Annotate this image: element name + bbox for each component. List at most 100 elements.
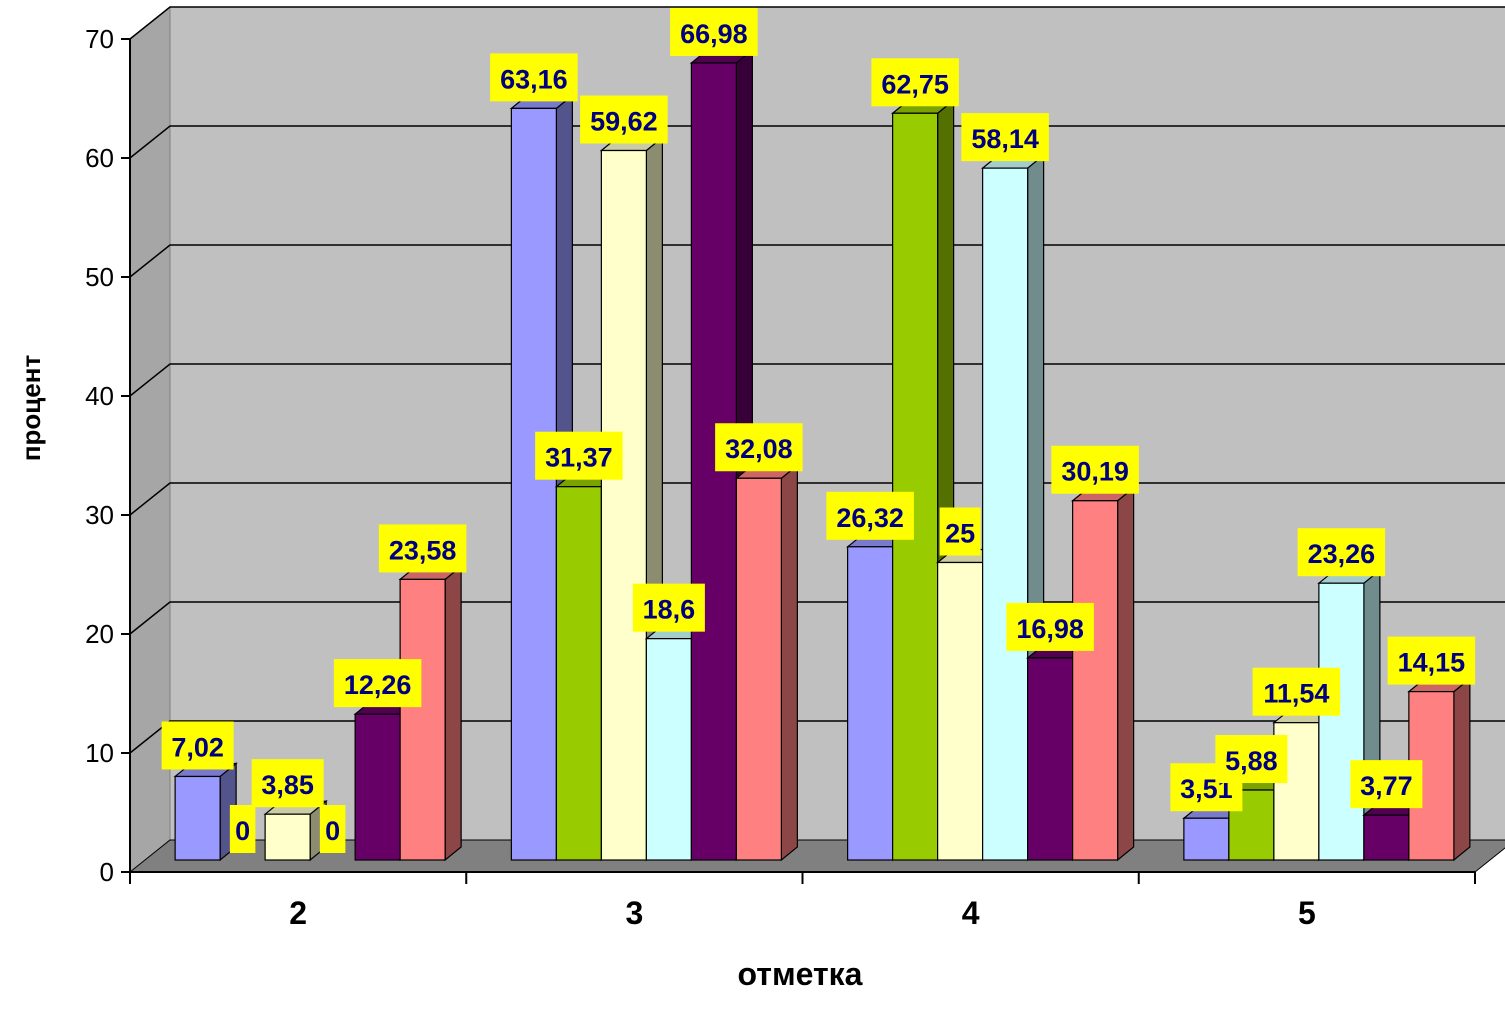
data-label: 23,26	[1297, 528, 1386, 577]
data-label: 16,98	[1006, 602, 1094, 651]
axes	[121, 38, 1476, 884]
data-label-text: 63,16	[500, 64, 568, 94]
data-label: 7,02	[161, 721, 234, 770]
x-axis-title: отметка	[738, 956, 863, 992]
bar-front	[600, 149, 647, 861]
bar-front	[645, 638, 692, 861]
data-label-box	[251, 759, 324, 808]
bar-side	[444, 565, 462, 862]
data-label-box	[1252, 667, 1341, 716]
data-label-box	[535, 431, 623, 480]
bar	[398, 565, 463, 862]
gridline	[129, 125, 1505, 159]
data-label: 3,85	[251, 759, 324, 808]
data-label-box	[632, 583, 705, 632]
data-label-box	[1215, 735, 1288, 784]
data-label-box	[1297, 528, 1386, 577]
data-label: 62,75	[871, 58, 959, 107]
data-label-box	[1350, 760, 1423, 809]
bar-front	[937, 561, 984, 861]
y-tick-label: 60	[85, 143, 114, 173]
y-tick-labels: 0 10 20 30 40 50 60 70	[85, 24, 114, 887]
data-label-text: 66,98	[680, 19, 748, 49]
data-label-text: 11,54	[1263, 679, 1329, 709]
data-label-text: 30,19	[1061, 457, 1129, 487]
data-label-box	[961, 113, 1049, 162]
y-tick-label: 40	[85, 381, 114, 411]
data-label-text: 62,75	[881, 69, 949, 99]
data-label: 30,19	[1051, 445, 1139, 494]
gridline	[129, 601, 1505, 635]
data-label-text: 31,37	[545, 443, 613, 473]
data-label-text: 3,77	[1360, 771, 1413, 801]
data-label: 18,6	[632, 583, 705, 632]
data-label-box	[670, 7, 758, 56]
data-label-box	[1387, 636, 1476, 685]
data-label: 0	[319, 805, 346, 853]
data-label: 11,54	[1252, 667, 1341, 716]
bar	[734, 463, 800, 862]
data-label: 31,37	[535, 431, 623, 480]
data-label-box	[1051, 445, 1139, 494]
data-label-text: 58,14	[971, 124, 1039, 154]
data-label-box	[319, 805, 346, 853]
bar-front	[847, 546, 894, 861]
data-label-text: 3,85	[261, 770, 314, 800]
data-label: 3,77	[1350, 760, 1423, 809]
data-label-text: 23,26	[1308, 539, 1376, 569]
bar-front	[735, 477, 782, 861]
bar-front	[399, 578, 446, 861]
data-label: 25	[939, 507, 981, 556]
data-label: 63,16	[490, 53, 578, 102]
data-label: 0	[229, 805, 256, 853]
data-label: 12,26	[333, 659, 422, 708]
bar-front	[174, 775, 221, 861]
bar-front	[1318, 582, 1365, 861]
bar	[173, 762, 238, 862]
bar-front	[510, 107, 557, 861]
data-label-text: 0	[235, 816, 250, 846]
gridline	[129, 244, 1505, 278]
data-label-text: 32,08	[725, 434, 793, 464]
data-label-text: 12,26	[344, 670, 412, 700]
x-category-label: 2	[289, 895, 307, 931]
data-label-text: 23,58	[389, 535, 457, 565]
chart-walls	[128, 5, 1505, 874]
data-label-text: 7,02	[171, 732, 224, 762]
bar-front	[892, 112, 939, 861]
bar-front	[264, 813, 311, 861]
x-category-label: 4	[962, 895, 980, 931]
bar-side	[1453, 677, 1471, 862]
y-axis-title: процент	[16, 355, 46, 462]
data-label-text: 25	[945, 519, 975, 549]
data-label: 66,98	[670, 7, 758, 56]
bar-side	[1117, 486, 1135, 862]
data-label: 5,88	[1215, 735, 1288, 784]
data-label-text: 0	[325, 816, 340, 846]
data-label-box	[490, 53, 578, 102]
data-label-box	[229, 805, 256, 853]
data-label-box	[378, 524, 467, 573]
bar-side	[780, 463, 798, 862]
data-labels: 7,02 0 3,85 0 12,26 23,58 63,16 31,37 59,62 18,6 6…	[161, 7, 1476, 853]
data-label-text: 59,62	[590, 107, 658, 137]
y-tick-label: 10	[85, 738, 114, 768]
bar	[1070, 486, 1136, 862]
y-tick-label: 0	[100, 857, 114, 887]
data-label-text: 18,6	[643, 595, 696, 625]
data-label: 23,58	[378, 524, 467, 573]
data-label: 26,32	[826, 491, 914, 540]
bar-front	[1363, 814, 1410, 861]
bar-front	[1183, 817, 1230, 861]
data-label-box	[871, 58, 959, 107]
bar-front	[555, 486, 602, 861]
data-label: 14,15	[1387, 636, 1476, 685]
data-label: 59,62	[580, 95, 668, 144]
data-label-text: 16,98	[1016, 614, 1084, 644]
data-label-box	[939, 507, 981, 556]
data-label-text: 14,15	[1398, 648, 1466, 678]
data-label-box	[333, 659, 422, 708]
bar-front	[354, 713, 401, 861]
y-tick-label: 70	[85, 24, 114, 54]
